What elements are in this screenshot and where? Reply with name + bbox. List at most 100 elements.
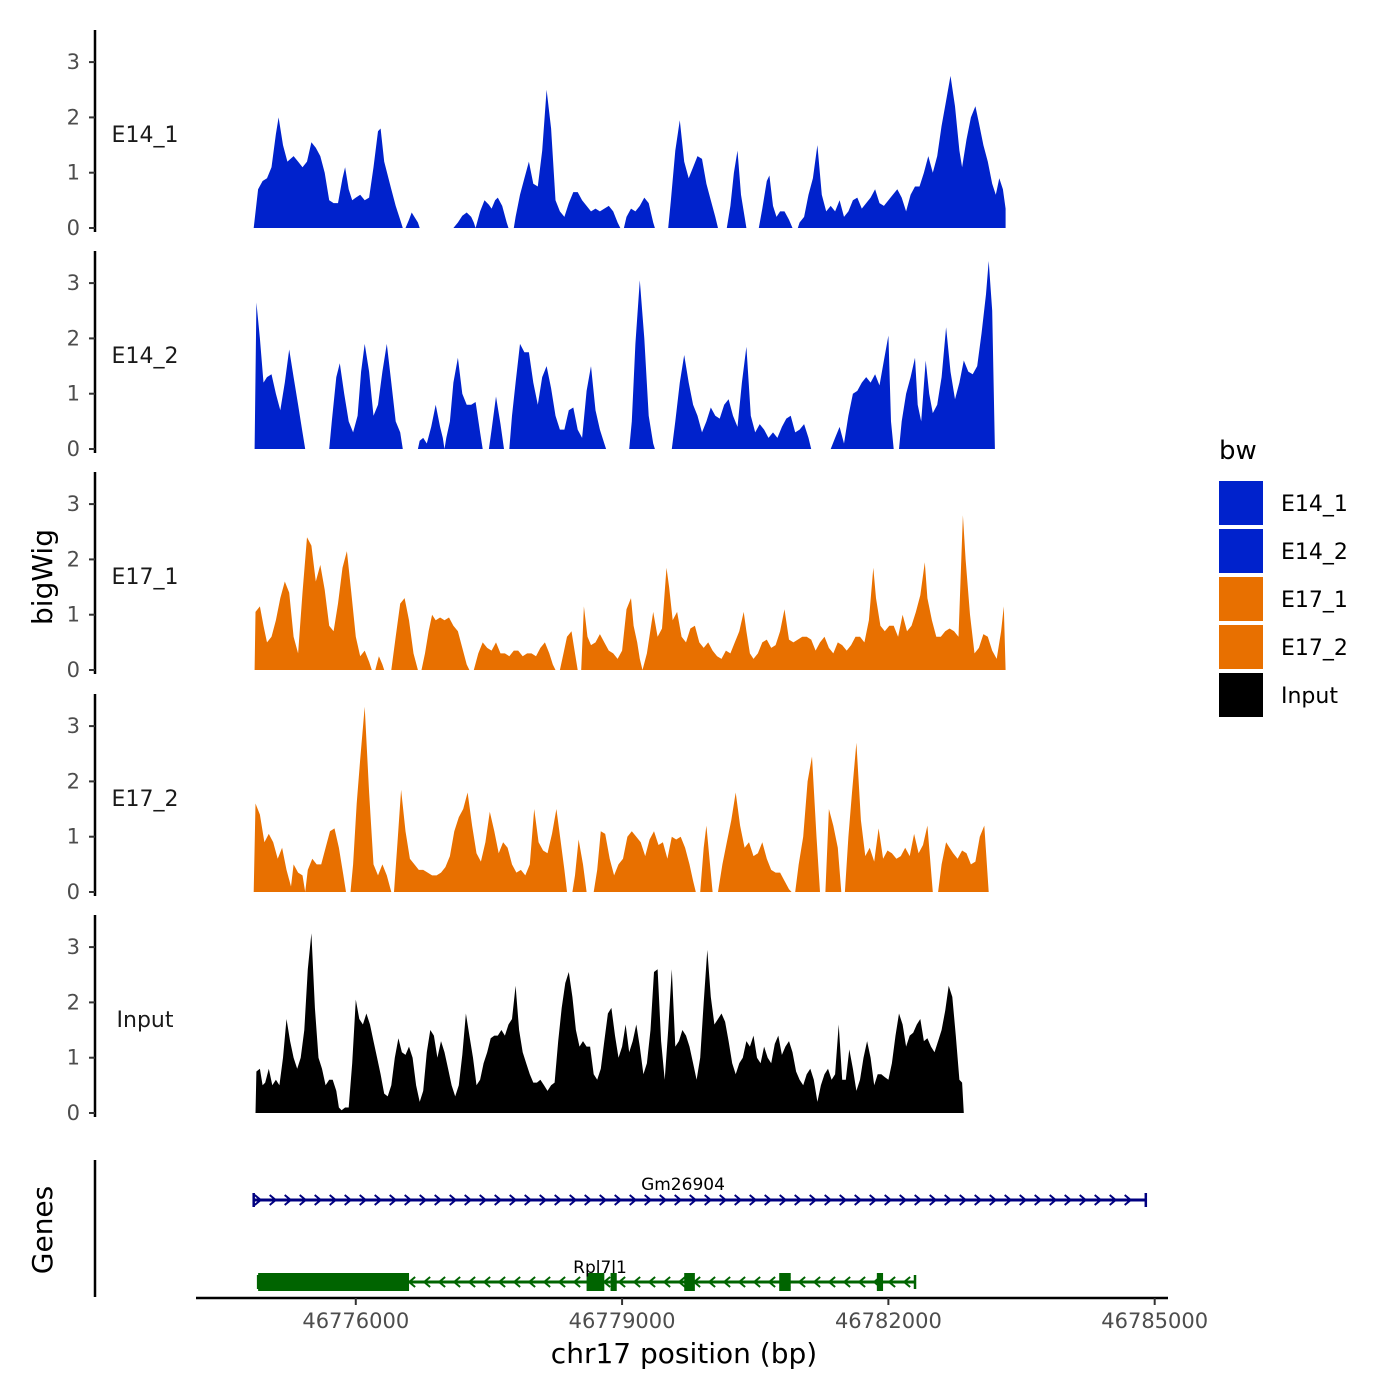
- strand-chevron: [722, 1276, 731, 1288]
- strand-chevron: [254, 1194, 263, 1206]
- signal-area-E17_1: [254, 515, 1006, 670]
- legend-label: E14_2: [1281, 540, 1348, 565]
- strand-chevron: [887, 1276, 896, 1288]
- gene-Rpl7l1: Rpl7l1: [256, 1258, 917, 1291]
- y-tick-label: 3: [67, 935, 80, 959]
- strand-chevron: [737, 1276, 746, 1288]
- strand-chevron: [542, 1276, 551, 1288]
- legend-label: E17_2: [1281, 636, 1348, 661]
- strand-chevron: [797, 1276, 806, 1288]
- strand-chevron: [314, 1194, 323, 1206]
- x-axis: 46776000 46779000 46782000 46785000: [196, 1296, 1208, 1333]
- strand-chevron: [812, 1276, 821, 1288]
- track-E14_1: 0 1 2 3 E14_1: [67, 30, 1006, 240]
- strand-chevron: [269, 1194, 278, 1206]
- legend-label: E14_1: [1281, 492, 1348, 517]
- strand-chevron: [827, 1276, 836, 1288]
- strand-chevron: [452, 1276, 461, 1288]
- strand-chevron: [989, 1194, 998, 1206]
- y-axis-title: bigWig: [26, 529, 59, 625]
- strand-chevron: [569, 1194, 578, 1206]
- track-E14_2: 0 1 2 3 E14_2: [67, 251, 995, 461]
- strand-chevron: [767, 1276, 776, 1288]
- strand-chevron: [857, 1276, 866, 1288]
- strand-chevron: [677, 1276, 686, 1288]
- strand-chevron: [842, 1276, 851, 1288]
- strand-chevron: [839, 1194, 848, 1206]
- y-tick-label: 2: [67, 769, 80, 793]
- x-tick-label: 46779000: [569, 1309, 676, 1333]
- strand-chevron: [824, 1194, 833, 1206]
- legend-swatch: [1219, 529, 1263, 573]
- legend-label: E17_1: [1281, 588, 1348, 613]
- strand-chevron: [674, 1194, 683, 1206]
- track-label: Input: [117, 1008, 174, 1033]
- strand-chevron: [1079, 1194, 1088, 1206]
- y-tick-label: 0: [67, 880, 80, 904]
- strand-chevron: [704, 1194, 713, 1206]
- strand-chevron: [449, 1194, 458, 1206]
- strand-chevron: [437, 1276, 446, 1288]
- strand-chevron: [494, 1194, 503, 1206]
- strand-chevron: [809, 1194, 818, 1206]
- strand-chevron: [617, 1276, 626, 1288]
- strand-chevron: [869, 1194, 878, 1206]
- strand-chevron: [419, 1194, 428, 1206]
- y-tick-label: 1: [67, 1046, 80, 1070]
- strand-chevron: [374, 1194, 383, 1206]
- exon-block: [610, 1273, 617, 1291]
- strand-chevron: [794, 1194, 803, 1206]
- track-Input: 0 1 2 3 Input: [67, 915, 964, 1125]
- strand-chevron: [1049, 1194, 1058, 1206]
- y-tick-label: 0: [67, 658, 80, 682]
- strand-chevron: [914, 1194, 923, 1206]
- signal-area-E17_2: [253, 706, 989, 892]
- strand-chevron: [902, 1276, 911, 1288]
- strand-chevron: [1124, 1194, 1133, 1206]
- track-label: E17_2: [112, 787, 179, 812]
- genes-track: Gm26904 Rpl7l1: [93, 1160, 1148, 1297]
- gene-label: Gm26904: [641, 1175, 725, 1195]
- strand-chevron: [644, 1194, 653, 1206]
- strand-chevron: [464, 1194, 473, 1206]
- y-tick-label: 3: [67, 271, 80, 295]
- y-tick-label: 1: [67, 603, 80, 627]
- strand-chevron: [614, 1194, 623, 1206]
- strand-chevron: [509, 1194, 518, 1206]
- y-tick-label: 0: [67, 216, 80, 240]
- strand-chevron: [344, 1194, 353, 1206]
- strand-chevron: [974, 1194, 983, 1206]
- strand-chevron: [527, 1276, 536, 1288]
- y-tick-label: 1: [67, 161, 80, 185]
- strand-chevron: [1064, 1194, 1073, 1206]
- strand-chevron: [359, 1194, 368, 1206]
- legend-swatch: [1219, 577, 1263, 621]
- strand-chevron: [884, 1194, 893, 1206]
- signal-area-E14_2: [253, 261, 995, 449]
- track-label: E14_1: [112, 123, 179, 148]
- strand-chevron: [944, 1194, 953, 1206]
- strand-chevron: [407, 1276, 416, 1288]
- exon-block: [586, 1273, 605, 1291]
- strand-chevron: [512, 1276, 521, 1288]
- strand-chevron: [599, 1194, 608, 1206]
- strand-chevron: [479, 1194, 488, 1206]
- strand-chevron: [284, 1194, 293, 1206]
- x-tick-label: 46785000: [1101, 1309, 1208, 1333]
- strand-chevron: [554, 1194, 563, 1206]
- exon-block: [779, 1273, 791, 1291]
- strand-chevron: [1034, 1194, 1043, 1206]
- legend: bw E14_1 E14_2 E17_1 E17_2 Input: [1219, 436, 1348, 717]
- strand-chevron: [539, 1194, 548, 1206]
- strand-chevron: [1109, 1194, 1118, 1206]
- legend-swatch: [1219, 625, 1263, 669]
- strand-chevron: [629, 1194, 638, 1206]
- strand-chevron: [482, 1276, 491, 1288]
- strand-chevron: [959, 1194, 968, 1206]
- y-tick-label: 1: [67, 825, 80, 849]
- exon-block: [258, 1273, 410, 1291]
- strand-chevron: [524, 1194, 533, 1206]
- strand-chevron: [1094, 1194, 1103, 1206]
- strand-chevron: [854, 1194, 863, 1206]
- y-tick-label: 3: [67, 492, 80, 516]
